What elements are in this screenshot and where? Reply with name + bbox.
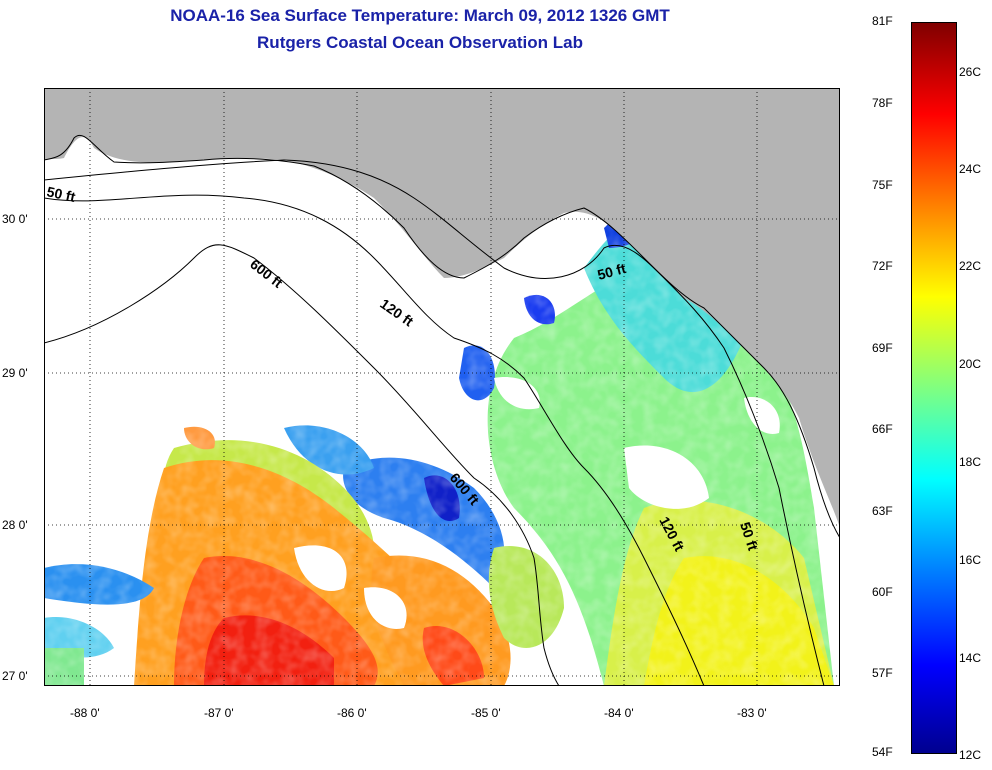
map-subtitle: Rutgers Coastal Ocean Observation Lab — [257, 33, 583, 52]
colorbar-celsius-label: 14C — [959, 651, 982, 665]
latitude-label: 27 0' — [2, 669, 28, 683]
colorbar-fahrenheit-label: 75F — [872, 178, 893, 192]
colorbar-fahrenheit-label: 66F — [872, 422, 893, 436]
longitude-label: -83 0' — [737, 706, 767, 720]
latitude-label: 28 0' — [2, 518, 28, 532]
latitude-label: 29 0' — [2, 366, 28, 380]
colorbar-celsius-label: 16C — [959, 553, 982, 567]
colorbar-fahrenheit-label: 54F — [872, 745, 893, 759]
map-frame — [44, 88, 840, 686]
graticule — [44, 88, 840, 686]
colorbar-fahrenheit-label: 81F — [872, 14, 893, 28]
colorbar-celsius-label: 22C — [959, 259, 982, 273]
temperature-colorbar — [911, 22, 957, 754]
colorbar-fahrenheit-label: 57F — [872, 666, 893, 680]
longitude-label: -86 0' — [337, 706, 367, 720]
colorbar-fahrenheit-label: 63F — [872, 504, 893, 518]
colorbar-fahrenheit-label: 60F — [872, 585, 893, 599]
isobath-50ft — [44, 159, 825, 686]
isobath-120ft — [44, 194, 705, 686]
longitude-label: -84 0' — [604, 706, 634, 720]
colorbar-fahrenheit-label: 72F — [872, 259, 893, 273]
isobath-600ft — [44, 244, 560, 686]
sst-map: 50 ft 600 ft 120 ft 50 ft 600 ft 120 ft … — [44, 88, 840, 686]
coastline — [44, 135, 840, 539]
colorbar-celsius-label: 18C — [959, 455, 982, 469]
sst-data-layer — [44, 88, 840, 686]
land-mass — [44, 88, 840, 528]
longitude-label: -85 0' — [471, 706, 501, 720]
contour-label: 50 ft — [45, 183, 77, 205]
contour-label: 50 ft — [596, 260, 628, 283]
colorbar-celsius-label: 12C — [959, 748, 982, 762]
colorbar-celsius-label: 24C — [959, 162, 982, 176]
colorbar-fahrenheit-label: 69F — [872, 341, 893, 355]
latitude-label: 30 0' — [2, 212, 28, 226]
colorbar-celsius-label: 20C — [959, 357, 982, 371]
longitude-label: -87 0' — [204, 706, 234, 720]
map-title: NOAA-16 Sea Surface Temperature: March 0… — [170, 6, 670, 25]
florida-peninsula — [784, 328, 840, 528]
longitude-label: -88 0' — [70, 706, 100, 720]
colorbar-celsius-label: 26C — [959, 65, 982, 79]
colorbar-fahrenheit-label: 78F — [872, 96, 893, 110]
